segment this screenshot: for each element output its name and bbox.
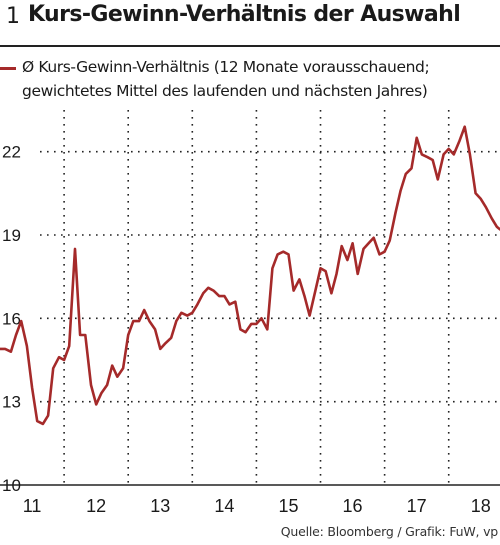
x-tick-label: 16 — [343, 496, 363, 516]
x-tick-label: 15 — [278, 496, 298, 516]
y-tick-label: 16 — [2, 309, 21, 328]
y-tick-label: 13 — [2, 393, 21, 412]
y-tick-label: 19 — [2, 226, 21, 245]
line-chart: 10 13 16 19 22 11 12 13 14 15 16 17 18 — [0, 110, 500, 516]
x-tick-label: 12 — [86, 496, 106, 516]
series-line — [0, 125, 500, 426]
y-tick-label: 22 — [2, 143, 21, 162]
legend-swatch — [0, 67, 16, 70]
figure-header: 1 Kurs-Gewinn-Verhältnis der Auswahl — [0, 0, 500, 47]
chart-title: Kurs-Gewinn-Verhältnis der Auswahl — [28, 2, 461, 27]
x-tick-label: 18 — [471, 496, 491, 516]
x-tick-label: 14 — [214, 496, 234, 516]
legend: Ø Kurs-Gewinn-Verhältnis (12 Monate vora… — [0, 55, 500, 107]
x-tick-label: 17 — [407, 496, 427, 516]
y-tick-label: 10 — [2, 476, 21, 495]
source-note: Quelle: Bloomberg / Grafik: FuW, vp — [280, 524, 498, 539]
figure-number: 1 — [6, 4, 20, 29]
legend-label: Ø Kurs-Gewinn-Verhältnis (12 Monate vora… — [22, 58, 430, 100]
x-tick-label: 13 — [150, 496, 170, 516]
x-tick-label: 11 — [23, 496, 42, 516]
header-rule — [0, 45, 500, 47]
